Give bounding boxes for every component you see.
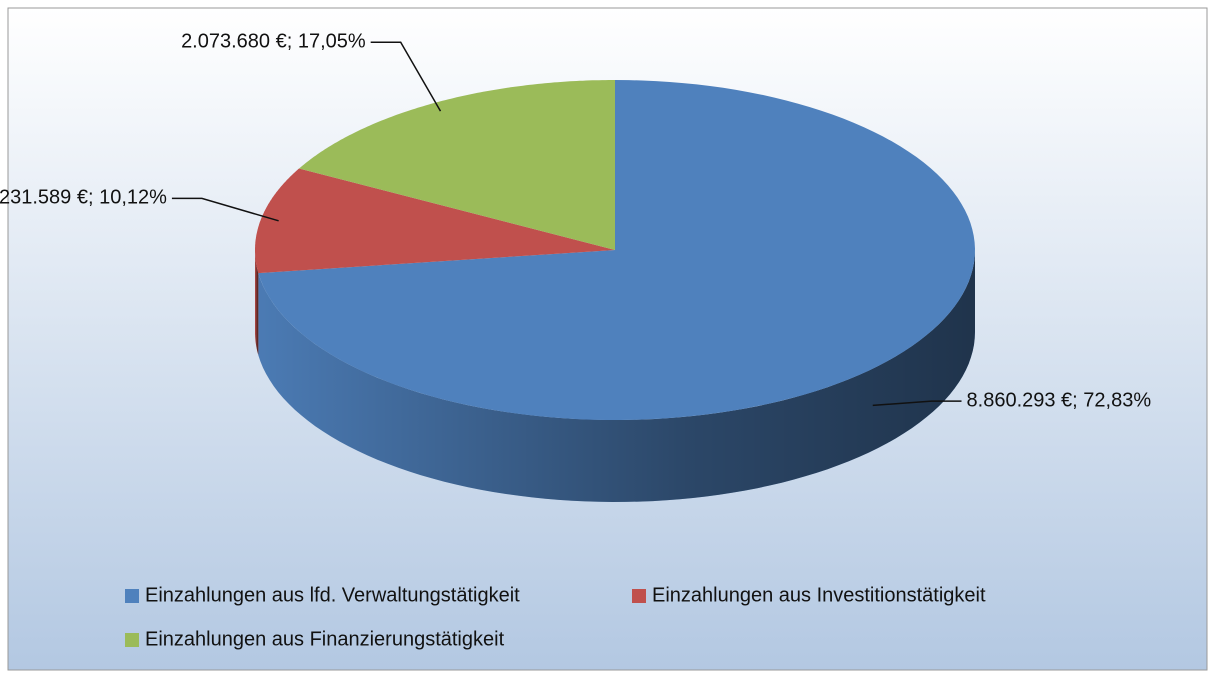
slice-side-shade (255, 250, 259, 356)
legend-swatch (125, 633, 139, 647)
legend-swatch (632, 589, 646, 603)
data-label: 2.073.680 €; 17,05% (181, 30, 366, 52)
slice (258, 80, 975, 420)
slice (255, 168, 615, 274)
data-label: 8.860.293 €; 72,83% (967, 389, 1152, 411)
legend-label: Einzahlungen aus Finanzierungstätigkeit (145, 628, 505, 650)
slice (299, 80, 615, 250)
leader-line (171, 197, 279, 222)
legend-swatch (125, 589, 139, 603)
legend-label: Einzahlungen aus lfd. Verwaltungstätigke… (145, 584, 520, 606)
slice-side-shade (258, 250, 975, 502)
leader-line (370, 41, 442, 112)
leader-line (872, 400, 962, 407)
legend-label: Einzahlungen aus Investitionstätigkeit (652, 584, 986, 606)
data-label: 1.231.589 €; 10,12% (0, 187, 167, 209)
